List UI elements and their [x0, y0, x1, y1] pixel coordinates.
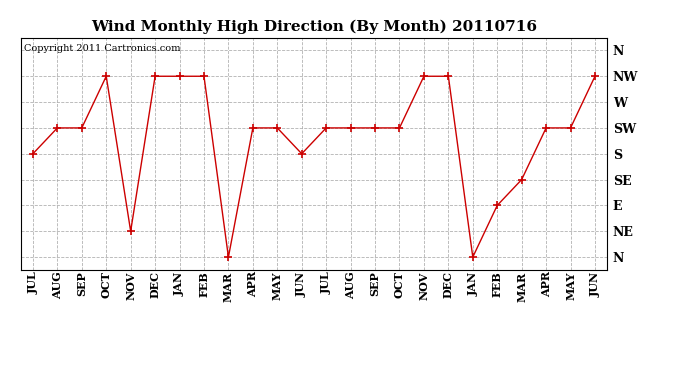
Text: Copyright 2011 Cartronics.com: Copyright 2011 Cartronics.com — [23, 45, 180, 54]
Title: Wind Monthly High Direction (By Month) 20110716: Wind Monthly High Direction (By Month) 2… — [91, 19, 537, 33]
